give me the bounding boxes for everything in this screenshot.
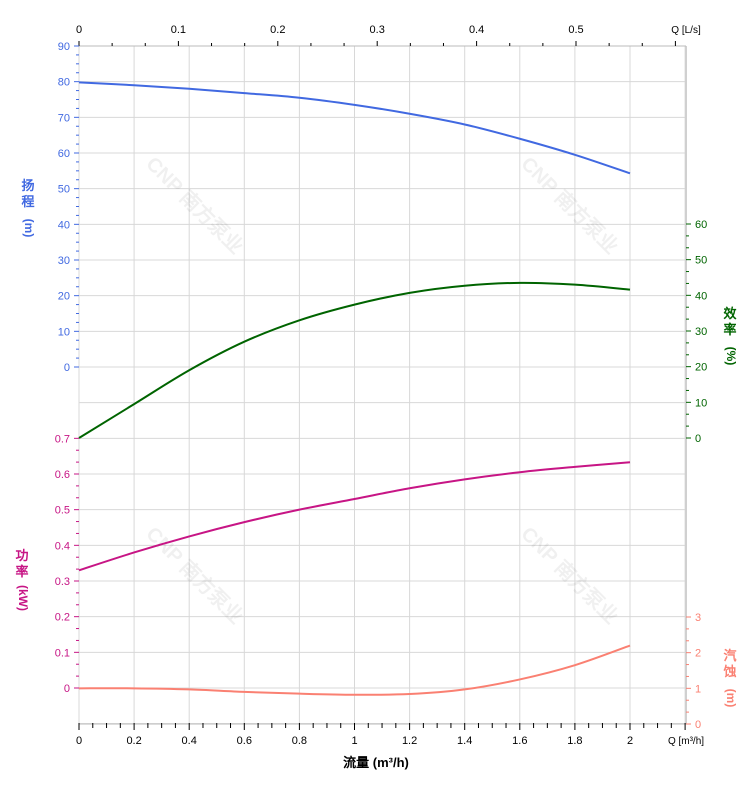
watermark-logo: CNP 南方泵业	[141, 152, 248, 259]
bottom-axis-tick-label: 1.2	[402, 735, 417, 747]
efficiency-curve	[78, 281, 631, 439]
power-axis-tick-label: 0	[64, 683, 70, 695]
head-axis-tick-label: 50	[58, 184, 70, 196]
efficiency-axis-title: 效	[723, 306, 737, 321]
efficiency-axis-title: 率	[723, 322, 736, 337]
efficiency-axis-tick-label: 10	[695, 397, 707, 409]
npsh-axis-tick-label: 3	[695, 612, 701, 624]
bottom-axis-tick-label: 0	[76, 735, 82, 747]
head-axis-tick-label: 20	[58, 291, 70, 303]
head-axis-tick-label: 10	[58, 326, 70, 338]
head-axis-title: 扬	[21, 178, 34, 193]
efficiency-axis-tick-label: 0	[695, 433, 701, 445]
bottom-axis-tick-label: 0.4	[182, 735, 197, 747]
efficiency-axis-tick-label: 60	[695, 219, 707, 231]
bottom-axis-tick-label: 2	[627, 735, 633, 747]
watermark-logo: CNP 南方泵业	[516, 152, 623, 259]
npsh-axis-tick-label: 1	[695, 683, 701, 695]
power-axis-tick-label: 0.2	[55, 612, 70, 624]
head-axis-tick-label: 0	[64, 362, 70, 374]
head-axis-tick-label: 30	[58, 255, 70, 267]
bottom-axis-tick-label: 1.8	[567, 735, 582, 747]
power-axis-tick-label: 0.1	[55, 647, 70, 659]
watermark-logo: CNP 南方泵业	[516, 522, 623, 629]
power-axis-tick-label: 0.5	[55, 505, 70, 517]
power-axis-tick-label: 0.4	[55, 540, 70, 552]
efficiency-axis-tick-label: 20	[695, 362, 707, 374]
head-axis-tick-label: 80	[58, 77, 70, 89]
top-axis-unit-label: Q [L/s]	[671, 25, 701, 36]
npsh-axis-tick-label: 2	[695, 648, 701, 660]
npsh-axis-tick-label: 0	[695, 719, 701, 731]
head-axis-tick-label: 40	[58, 219, 70, 231]
top-axis-tick-label: 0.5	[568, 24, 583, 36]
head-curve	[78, 81, 631, 175]
npsh-curve	[78, 644, 631, 696]
efficiency-axis-tick-label: 50	[695, 255, 707, 267]
bottom-axis-tick-label: 1	[351, 735, 357, 747]
top-axis-tick-label: 0	[76, 24, 82, 36]
efficiency-axis-tick-label: 30	[695, 326, 707, 338]
top-axis-tick-label: 0.3	[370, 24, 385, 36]
power-curve	[78, 461, 631, 572]
efficiency-axis-unit: (%)	[724, 347, 738, 366]
grid	[78, 45, 686, 725]
bottom-axis-tick-label: 1.4	[457, 735, 472, 747]
top-axis-tick-label: 0.2	[270, 24, 285, 36]
power-axis-title: 功	[15, 548, 28, 563]
npsh-axis-unit: (m)	[724, 689, 738, 708]
bottom-axis-tick-label: 0.6	[237, 735, 252, 747]
npsh-axis-title: 汽	[723, 648, 736, 663]
head-axis-tick-label: 60	[58, 148, 70, 160]
head-axis-title: 程	[21, 194, 34, 209]
efficiency-axis-tick-label: 40	[695, 290, 707, 302]
x-axis-title: 流量 (m³/h)	[343, 755, 409, 770]
head-axis-tick-label: 90	[58, 41, 70, 53]
power-axis-unit: (kW)	[16, 585, 30, 611]
watermark-logo: CNP 南方泵业	[141, 522, 248, 629]
top-axis-tick-label: 0.4	[469, 24, 484, 36]
bottom-axis-tick-label: 0.8	[292, 735, 307, 747]
head-axis-tick-label: 70	[58, 112, 70, 124]
head-axis-unit: (m)	[22, 219, 36, 238]
top-axis-tick-label: 0.1	[171, 24, 186, 36]
power-axis-tick-label: 0.3	[55, 576, 70, 588]
bottom-axis-tick-label: 1.6	[512, 735, 527, 747]
bottom-axis-tick-label: 0.2	[126, 735, 141, 747]
power-axis-tick-label: 0.6	[55, 469, 70, 481]
power-axis-title: 率	[15, 564, 28, 579]
bottom-axis-unit-label: Q [m³/h]	[668, 736, 704, 747]
npsh-axis-title: 蚀	[722, 664, 736, 679]
power-axis-tick-label: 0.7	[55, 433, 70, 445]
